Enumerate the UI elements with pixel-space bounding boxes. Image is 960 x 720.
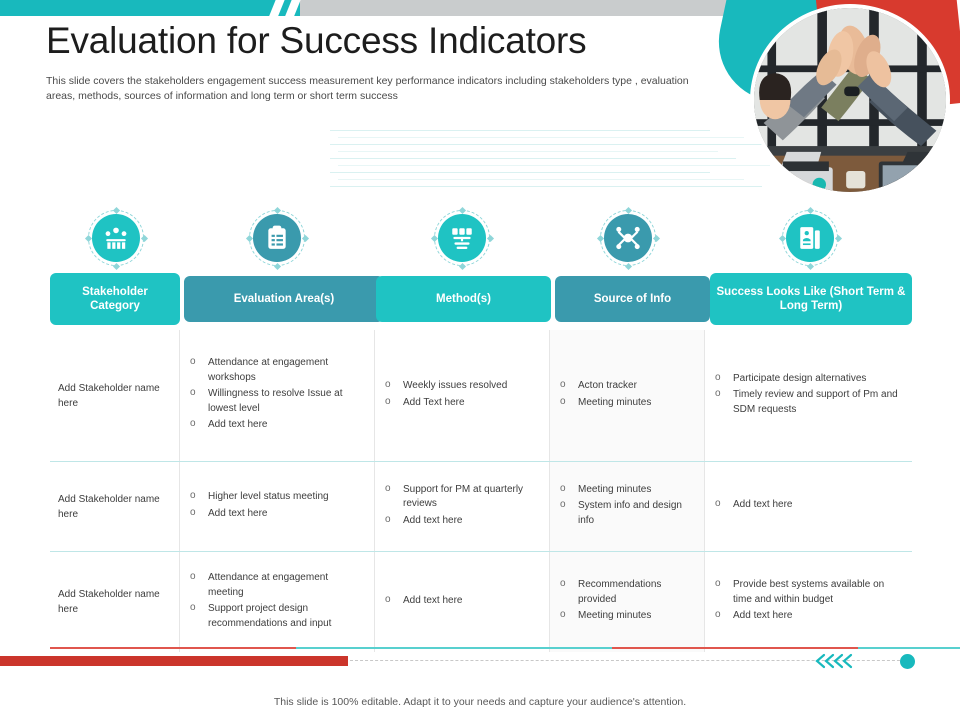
bullet-list: Meeting minutesSystem info and design in… (558, 482, 694, 531)
network-hub-icon (596, 206, 660, 270)
footer-teal-dot (900, 654, 915, 669)
clipboard-checklist-icon (245, 206, 309, 270)
top-gray-bar (285, 0, 765, 16)
bullet-item: Add text here (713, 497, 792, 513)
table-header-label: Method(s) (436, 292, 491, 305)
bullet-item: Willingness to resolve Issue at lowest l… (188, 386, 364, 416)
bullet-item: Participate design alternatives (713, 371, 902, 387)
bullet-item: Meeting minutes (558, 482, 694, 498)
bullet-item: Support project design recommendations a… (188, 601, 364, 631)
stakeholder-group-icon (84, 206, 148, 270)
team-high-five-photo (750, 4, 950, 196)
bottom-rule-red-left (50, 647, 350, 649)
footer-red-bar (0, 656, 348, 666)
bullet-list: Attendance at engagement workshopsWillin… (188, 355, 364, 435)
table-row[interactable]: Add Stakeholder name here Attendance at e… (50, 552, 912, 652)
bullet-item: Meeting minutes (558, 608, 694, 624)
table-row[interactable]: Add Stakeholder name here Attendance at e… (50, 330, 912, 462)
line-pattern-decor (330, 126, 770, 196)
bullet-item: System info and design info (558, 498, 694, 528)
stakeholder-name-text: Add Stakeholder name here (58, 589, 160, 615)
bullet-list: Recommendations providedMeeting minutes (558, 577, 694, 626)
chevron-left-icon (812, 652, 856, 670)
cell-evaluation-areas: Attendance at engagement meetingSupport … (180, 552, 375, 652)
cell-methods: Weekly issues resolvedAdd Text here (375, 330, 550, 461)
bullet-item: Add text here (383, 593, 462, 609)
table-header-1[interactable]: Stakeholder Category (50, 273, 180, 325)
footer-dashed-line (350, 660, 910, 661)
page-subtitle: This slide covers the stakeholders engag… (46, 75, 689, 103)
bullet-item: Add text here (188, 506, 329, 522)
bullet-list: Provide best systems available on time a… (713, 577, 902, 626)
indicators-table: Stakeholder Category Evaluation Area(s) Me… (50, 273, 912, 652)
cell-success: Provide best systems available on time a… (705, 552, 912, 652)
table-header-label: Source of Info (593, 292, 672, 305)
cell-evaluation-areas: Attendance at engagement workshopsWillin… (180, 330, 375, 461)
table-header-label: Success Looks Like (Short Term & Long Te… (716, 285, 906, 312)
cell-stakeholder-category: Add Stakeholder name here (50, 552, 180, 652)
stakeholder-name-text: Add Stakeholder name here (58, 493, 160, 520)
cell-evaluation-areas: Higher level status meetingAdd text here (180, 462, 375, 551)
page-title: Evaluation for Success Indicators (46, 20, 587, 61)
footer-note: This slide is 100% editable. Adapt it to… (273, 696, 687, 708)
cell-methods: Support for PM at quarterly reviewsAdd t… (375, 462, 550, 551)
process-flow-icon (430, 206, 494, 270)
bullet-list: Weekly issues resolvedAdd Text here (383, 378, 507, 412)
bullet-item: Recommendations provided (558, 577, 694, 607)
bullet-list: Add text here (713, 497, 792, 515)
table-header-2[interactable]: Evaluation Area(s) (184, 276, 384, 322)
bullet-item: Provide best systems available on time a… (713, 577, 902, 607)
document-profile-icon-disc (786, 214, 834, 262)
cell-success: Participate design alternativesTimely re… (705, 330, 912, 461)
stakeholder-name-text: Add Stakeholder name here (58, 382, 160, 409)
table-header-3[interactable]: Method(s) (376, 276, 551, 322)
table-header-label: Evaluation Area(s) (233, 292, 335, 305)
bullet-list: Higher level status meetingAdd text here (188, 489, 329, 523)
bullet-item: Attendance at engagement meeting (188, 570, 364, 600)
bullet-item: Acton tracker (558, 378, 651, 394)
cell-stakeholder-category: Add Stakeholder name here (50, 462, 180, 551)
table-header-4[interactable]: Source of Info (555, 276, 710, 322)
table-row[interactable]: Add Stakeholder name here Higher level st… (50, 462, 912, 552)
document-profile-icon (778, 206, 842, 270)
table-header-row: Stakeholder Category Evaluation Area(s) Me… (50, 273, 912, 325)
bottom-rule-red-right (612, 647, 912, 649)
bullet-item: Timely review and support of Pm and SDM … (713, 387, 902, 417)
bullet-item: Add text here (383, 513, 539, 529)
cell-sources: Meeting minutesSystem info and design in… (550, 462, 705, 551)
clipboard-checklist-icon-disc (253, 214, 301, 262)
table-header-5[interactable]: Success Looks Like (Short Term & Long Te… (710, 273, 912, 325)
cell-success: Add text here (705, 462, 912, 551)
bullet-item: Higher level status meeting (188, 489, 329, 505)
bullet-item: Attendance at engagement workshops (188, 355, 364, 385)
bullet-list: Acton trackerMeeting minutes (558, 378, 651, 412)
icon-row (0, 206, 960, 270)
process-flow-icon-disc (438, 214, 486, 262)
bullet-item: Add Text here (383, 395, 507, 411)
bullet-item: Add text here (713, 608, 902, 624)
bullet-list: Participate design alternativesTimely re… (713, 371, 902, 420)
bullet-list: Attendance at engagement meetingSupport … (188, 570, 364, 633)
bullet-list: Add text here (383, 593, 462, 611)
table-body: Add Stakeholder name here Attendance at e… (50, 330, 912, 652)
bottom-rule-teal-left (296, 647, 616, 649)
bullet-item: Weekly issues resolved (383, 378, 507, 394)
table-header-label: Stakeholder Category (82, 285, 148, 312)
stakeholder-group-icon-disc (92, 214, 140, 262)
cell-methods: Add text here (375, 552, 550, 652)
cell-stakeholder-category: Add Stakeholder name here (50, 330, 180, 461)
bullet-list: Support for PM at quarterly reviewsAdd t… (383, 482, 539, 531)
bottom-rule-teal-right (858, 647, 960, 649)
bullet-item: Add text here (188, 417, 364, 433)
network-hub-icon-disc (604, 214, 652, 262)
cell-sources: Acton trackerMeeting minutes (550, 330, 705, 461)
bullet-item: Meeting minutes (558, 395, 651, 411)
top-teal-bar (0, 0, 300, 16)
cell-sources: Recommendations providedMeeting minutes (550, 552, 705, 652)
bullet-item: Support for PM at quarterly reviews (383, 482, 539, 512)
